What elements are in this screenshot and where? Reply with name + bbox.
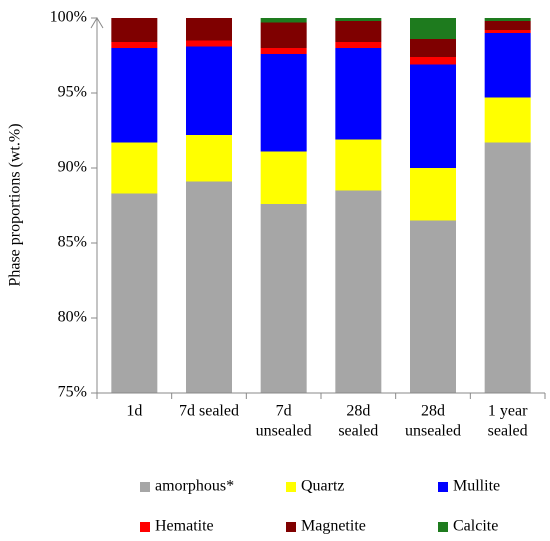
y-tick-label: 95% bbox=[58, 84, 87, 101]
x-tick-label: unsealed bbox=[256, 423, 312, 440]
legend-swatch bbox=[140, 522, 150, 532]
y-tick-label: 100% bbox=[50, 9, 87, 26]
bar-segment bbox=[186, 135, 232, 182]
legend-label: Hematite bbox=[155, 518, 214, 535]
bar-segment bbox=[335, 190, 382, 393]
bar-segment bbox=[335, 139, 382, 191]
legend-swatch bbox=[438, 522, 448, 532]
bar-segment bbox=[484, 21, 531, 30]
bar-segment bbox=[260, 54, 307, 152]
x-tick-label: 28d bbox=[346, 403, 370, 420]
bar-segment bbox=[410, 220, 456, 393]
legend-label: Quartz bbox=[301, 478, 345, 495]
bar-segment bbox=[484, 33, 531, 98]
bar-segment bbox=[111, 48, 158, 143]
legend-swatch bbox=[140, 482, 150, 492]
axis-arrow bbox=[90, 17, 104, 29]
bar-segment bbox=[410, 39, 456, 57]
legend-label: Magnetite bbox=[301, 518, 366, 535]
bar-segment bbox=[111, 18, 158, 42]
legend-swatch bbox=[286, 482, 296, 492]
bar-segment bbox=[335, 21, 382, 42]
bar-segment bbox=[111, 42, 158, 48]
x-tick-label: 1 year bbox=[488, 403, 528, 420]
bar-segment bbox=[260, 48, 307, 54]
bar-segment bbox=[111, 193, 158, 393]
bar-segment bbox=[484, 18, 531, 21]
bar-segment bbox=[335, 42, 382, 48]
bar-segment bbox=[186, 40, 232, 47]
x-tick-label: 7d sealed bbox=[179, 403, 239, 420]
bar-segment bbox=[484, 97, 531, 143]
legend-swatch bbox=[286, 522, 296, 532]
x-tick-label: unsealed bbox=[405, 423, 461, 440]
x-tick-label: sealed bbox=[488, 423, 528, 440]
bar-segment bbox=[186, 181, 232, 393]
bar-segment bbox=[410, 64, 456, 168]
bar-segment bbox=[260, 22, 307, 48]
legend-label: amorphous* bbox=[155, 478, 234, 495]
bar-segment bbox=[335, 18, 382, 21]
y-axis-label: Phase proportions (wt.%) bbox=[7, 123, 24, 286]
bar-segment bbox=[410, 57, 456, 65]
x-tick-label: 1d bbox=[126, 403, 142, 420]
y-tick-label: 85% bbox=[58, 234, 87, 251]
x-tick-label: sealed bbox=[338, 423, 378, 440]
bar-segment bbox=[111, 142, 158, 194]
bar-segment bbox=[335, 48, 382, 140]
y-tick-label: 90% bbox=[58, 159, 87, 176]
bar-segment bbox=[410, 18, 456, 39]
legend-label: Mullite bbox=[453, 478, 500, 495]
bar-segment bbox=[260, 151, 307, 204]
bar-segment bbox=[186, 18, 232, 41]
legend-swatch bbox=[438, 482, 448, 492]
y-tick-label: 75% bbox=[58, 384, 87, 401]
bar-segment bbox=[260, 204, 307, 393]
bar-segment bbox=[410, 168, 456, 221]
legend-label: Calcite bbox=[453, 518, 498, 535]
bar-segment bbox=[484, 142, 531, 393]
x-tick-label: 7d bbox=[276, 403, 292, 420]
bar-segment bbox=[484, 30, 531, 33]
bar-segment bbox=[186, 46, 232, 135]
x-tick-label: 28d bbox=[421, 403, 445, 420]
bar-segment bbox=[260, 18, 307, 23]
y-tick-label: 80% bbox=[58, 309, 87, 326]
